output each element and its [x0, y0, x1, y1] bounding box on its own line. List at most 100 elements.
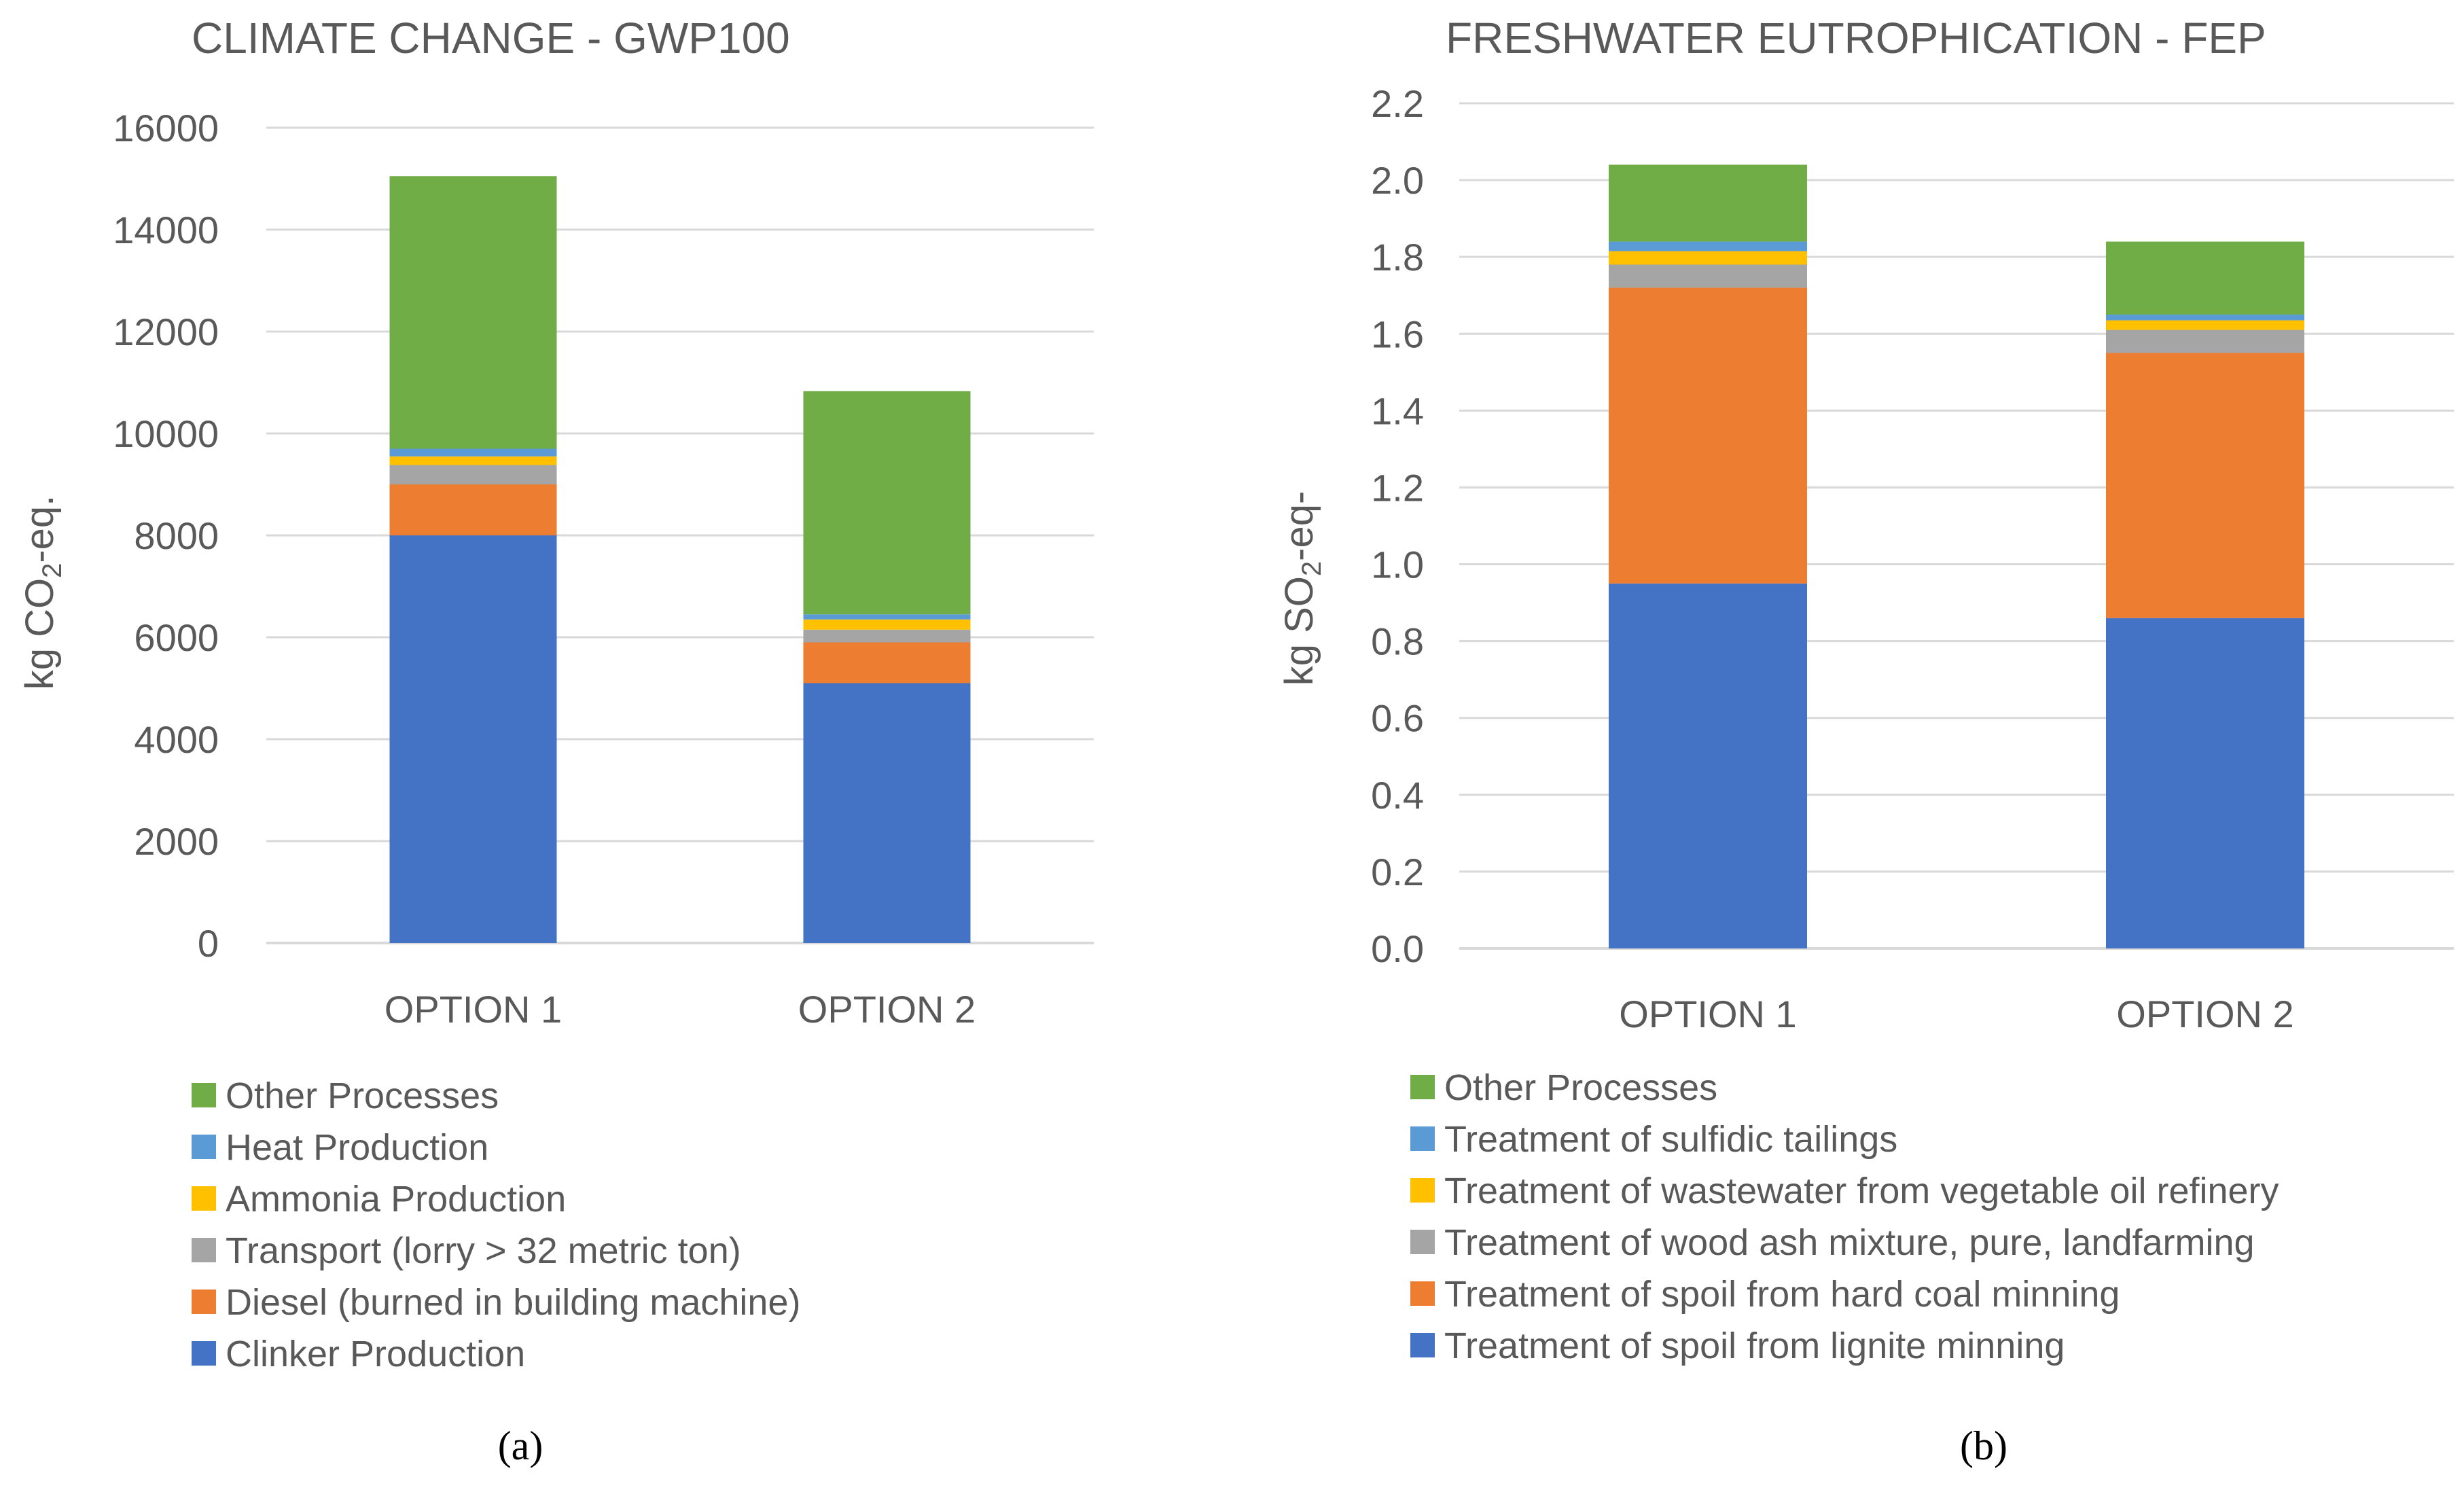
bar-segment — [1609, 583, 1807, 948]
legend-swatch — [1410, 1178, 1435, 1203]
bars — [1609, 164, 2304, 948]
y-tick-label: 0.2 — [1371, 851, 1424, 893]
y-tick-label: 0.4 — [1371, 774, 1424, 817]
legend-swatch — [192, 1186, 216, 1211]
x-tick-label: OPTION 2 — [2116, 993, 2293, 1035]
bar-segment — [389, 176, 557, 449]
bar-segment — [1609, 164, 1807, 242]
legend-item: Transport (lorry > 32 metric ton) — [192, 1230, 741, 1271]
legend-item: Treatment of sulfidic tailings — [1410, 1119, 1897, 1160]
chart-panel-b: FRESHWATER EUTROPHICATION - FEP 0.0 0.2 0.… — [1277, 14, 2454, 1468]
y-axis-label-main: kg SO — [1277, 576, 1321, 686]
y-tick-label: 1.0 — [1371, 544, 1424, 586]
y-axis-label-main: kg CO — [18, 578, 62, 690]
bar-segment — [2106, 618, 2304, 948]
bar-segment — [803, 614, 971, 620]
legend-item: Treatment of spoil from hard coal minnin… — [1410, 1274, 2120, 1315]
legend-swatch — [192, 1238, 216, 1262]
legend-item: Heat Production — [192, 1127, 488, 1168]
legend-swatch — [1410, 1230, 1435, 1254]
x-tick-label: OPTION 2 — [798, 988, 976, 1031]
y-tick-label: 2.0 — [1371, 159, 1424, 202]
y-tick-label: 0.0 — [1371, 927, 1424, 970]
chart-title: FRESHWATER EUTROPHICATION - FEP — [1446, 14, 2266, 63]
legend-item: Ammonia Production — [192, 1179, 566, 1220]
bar-segment — [1609, 241, 1807, 251]
y-tick-label: 1.2 — [1371, 466, 1424, 509]
legend-label: Treatment of wood ash mixture, pure, lan… — [1444, 1222, 2255, 1263]
legend-label: Ammonia Production — [226, 1179, 566, 1220]
y-tick-label: 0.8 — [1371, 620, 1424, 663]
legend-label: Treatment of wastewater from vegetable o… — [1444, 1171, 2279, 1211]
legend-swatch — [192, 1290, 216, 1314]
y-tick-label: 1.8 — [1371, 236, 1424, 279]
bar-segment — [1609, 287, 1807, 584]
chart-title: CLIMATE CHANGE - GWP100 — [192, 14, 790, 63]
legend-label: Other Processes — [1444, 1067, 1717, 1108]
bar-segment — [1609, 251, 1807, 265]
legend: Other Processes Heat Production Ammonia Pr… — [192, 1075, 800, 1374]
y-tick-label: 14000 — [113, 209, 219, 251]
bar-segment — [2106, 330, 2304, 353]
legend-item: Other Processes — [1410, 1067, 1717, 1108]
y-tick-label: 1.6 — [1371, 313, 1424, 355]
y-tick-label: 16000 — [113, 107, 219, 149]
legend-item: Diesel (burned in building machine) — [192, 1282, 800, 1323]
y-axis-label-tail: -eq. — [18, 495, 62, 563]
bar-segment — [389, 456, 557, 465]
y-tick-labels: 0 2000 4000 6000 8000 10000 12000 14000 16000 — [113, 107, 219, 965]
legend-item: Other Processes — [192, 1075, 499, 1116]
y-tick-labels: 0.0 0.2 0.4 0.6 0.8 1.0 1.2 1.4 1.6 1.8 2.0 2.2 — [1371, 82, 1424, 970]
y-tick-label: 8000 — [134, 514, 219, 557]
bar-segment — [389, 448, 557, 457]
bar-segment — [2106, 241, 2304, 315]
panel-label: (a) — [498, 1423, 543, 1468]
legend-swatch — [1410, 1281, 1435, 1306]
bar-segment — [803, 619, 971, 630]
legend-label: Treatment of sulfidic tailings — [1444, 1119, 1897, 1160]
chart-panel-a: CLIMATE CHANGE - GWP100 0 2000 4000 6000 800… — [18, 14, 1094, 1468]
bar-segment — [803, 683, 971, 943]
legend-swatch — [192, 1135, 216, 1159]
legend-label: Treatment of spoil from hard coal minnin… — [1444, 1274, 2120, 1315]
legend-swatch — [1410, 1333, 1435, 1357]
bar-segment — [803, 629, 971, 643]
bars — [389, 176, 971, 943]
bar-segment — [2106, 315, 2304, 321]
legend-label: Transport (lorry > 32 metric ton) — [226, 1230, 741, 1271]
bar-segment — [389, 484, 557, 535]
legend-label: Heat Production — [226, 1127, 488, 1168]
legend-label: Treatment of spoil from lignite minning — [1444, 1326, 2065, 1366]
panel-label: (b) — [1960, 1423, 2007, 1468]
bar-segment — [2106, 353, 2304, 618]
legend-item: Treatment of wood ash mixture, pure, lan… — [1410, 1222, 2255, 1263]
y-tick-label: 4000 — [134, 718, 219, 761]
x-tick-labels: OPTION 1 OPTION 2 — [385, 988, 976, 1031]
legend-item: Clinker Production — [192, 1334, 525, 1374]
legend-swatch — [1410, 1075, 1435, 1099]
x-tick-labels: OPTION 1 OPTION 2 — [1619, 993, 2293, 1035]
y-tick-label: 1.4 — [1371, 389, 1424, 432]
y-tick-label: 2.2 — [1371, 82, 1424, 125]
legend-label: Clinker Production — [226, 1334, 525, 1374]
bar-segment — [1609, 264, 1807, 288]
y-tick-label: 10000 — [113, 412, 219, 455]
bar-segment — [2106, 320, 2304, 330]
legend-label: Other Processes — [226, 1075, 499, 1116]
legend-swatch — [192, 1341, 216, 1366]
y-axis-label-subscript: 2 — [1297, 561, 1327, 576]
bar-segment — [803, 642, 971, 683]
legend-swatch — [1410, 1126, 1435, 1151]
legend-label: Diesel (burned in building machine) — [226, 1282, 800, 1323]
y-tick-label: 2000 — [134, 820, 219, 863]
legend-item: Treatment of spoil from lignite minning — [1410, 1326, 2065, 1366]
y-axis-label: kg SO2-eq- — [1277, 491, 1327, 686]
legend: Other Processes Treatment of sulfidic tai… — [1410, 1067, 2279, 1366]
y-tick-label: 0 — [198, 922, 219, 965]
legend-swatch — [192, 1083, 216, 1107]
bar-segment — [389, 535, 557, 943]
bar-segment — [389, 465, 557, 484]
y-axis-label-tail: -eq- — [1277, 491, 1321, 561]
x-tick-label: OPTION 1 — [385, 988, 562, 1031]
